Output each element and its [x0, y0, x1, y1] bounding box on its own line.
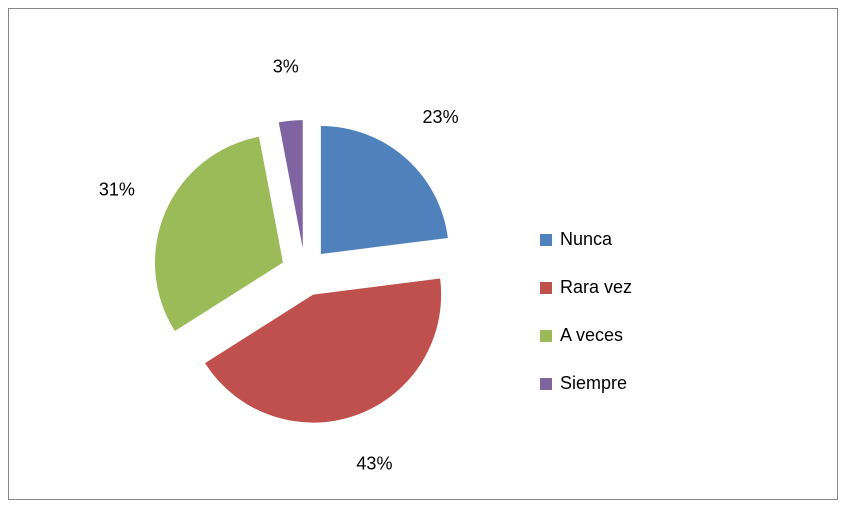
- legend-swatch: [540, 330, 552, 342]
- pie-slice: [320, 125, 448, 254]
- pie-slice: [278, 120, 303, 249]
- data-label: 31%: [99, 179, 135, 199]
- legend-label: A veces: [560, 325, 623, 345]
- legend-label: Siempre: [560, 373, 627, 393]
- legend-swatch: [540, 234, 552, 246]
- chart-border: [8, 8, 838, 500]
- pie-slice: [205, 278, 442, 423]
- legend-swatch: [540, 378, 552, 390]
- legend-swatch: [540, 282, 552, 294]
- pie-slice: [154, 136, 283, 332]
- data-label: 23%: [423, 107, 459, 127]
- data-label: 3%: [273, 57, 299, 77]
- legend-label: Rara vez: [560, 277, 632, 297]
- legend-label: Nunca: [560, 229, 613, 249]
- data-label: 43%: [356, 454, 392, 474]
